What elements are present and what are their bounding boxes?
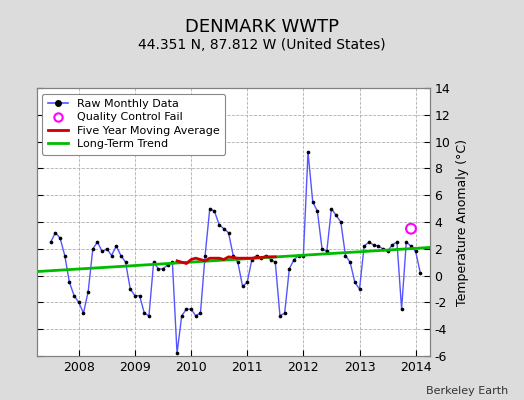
- Point: [140, 310, 148, 316]
- Point: [182, 306, 191, 312]
- Point: [107, 252, 116, 259]
- Point: [290, 256, 298, 263]
- Text: Berkeley Earth: Berkeley Earth: [426, 386, 508, 396]
- Point: [257, 255, 266, 261]
- Point: [210, 208, 219, 214]
- Point: [205, 206, 214, 212]
- Point: [145, 313, 153, 319]
- Point: [79, 310, 88, 316]
- Point: [304, 149, 312, 156]
- Point: [163, 262, 172, 268]
- Point: [393, 239, 401, 245]
- Point: [196, 310, 205, 316]
- Point: [154, 266, 162, 272]
- Point: [243, 279, 252, 286]
- Point: [360, 243, 368, 249]
- Point: [369, 242, 378, 248]
- Point: [384, 248, 392, 255]
- Point: [299, 252, 308, 259]
- Point: [84, 288, 92, 295]
- Text: 44.351 N, 87.812 W (United States): 44.351 N, 87.812 W (United States): [138, 38, 386, 52]
- Point: [187, 306, 195, 312]
- Point: [234, 259, 242, 266]
- Point: [397, 306, 406, 312]
- Point: [126, 286, 135, 292]
- Point: [294, 252, 303, 259]
- Point: [341, 252, 350, 259]
- Point: [332, 212, 340, 218]
- Point: [51, 230, 60, 236]
- Point: [89, 246, 97, 252]
- Point: [309, 199, 317, 205]
- Point: [238, 283, 247, 290]
- Point: [266, 256, 275, 263]
- Point: [336, 219, 345, 225]
- Point: [379, 246, 387, 252]
- Point: [280, 310, 289, 316]
- Point: [149, 259, 158, 266]
- Point: [374, 243, 383, 249]
- Legend: Raw Monthly Data, Quality Control Fail, Five Year Moving Average, Long-Term Tren: Raw Monthly Data, Quality Control Fail, …: [42, 94, 225, 155]
- Point: [271, 259, 279, 266]
- Point: [285, 266, 293, 272]
- Point: [178, 313, 186, 319]
- Point: [276, 313, 284, 319]
- Point: [112, 243, 121, 249]
- Point: [117, 252, 125, 259]
- Point: [159, 266, 167, 272]
- Point: [103, 246, 111, 252]
- Point: [215, 222, 223, 228]
- Point: [192, 313, 200, 319]
- Point: [416, 270, 424, 276]
- Point: [411, 248, 420, 255]
- Point: [98, 248, 106, 255]
- Point: [220, 226, 228, 232]
- Point: [65, 279, 73, 286]
- Point: [122, 259, 130, 266]
- Point: [248, 256, 256, 263]
- Point: [407, 243, 415, 249]
- Point: [351, 279, 359, 286]
- Point: [173, 350, 181, 356]
- Point: [93, 239, 102, 245]
- Point: [253, 252, 261, 259]
- Point: [168, 259, 177, 266]
- Y-axis label: Temperature Anomaly (°C): Temperature Anomaly (°C): [456, 138, 469, 306]
- Point: [261, 252, 270, 259]
- Point: [74, 299, 83, 306]
- Point: [355, 286, 364, 292]
- Point: [388, 242, 397, 248]
- Point: [402, 239, 410, 245]
- Point: [318, 246, 326, 252]
- Point: [135, 292, 144, 299]
- Text: DENMARK WWTP: DENMARK WWTP: [185, 18, 339, 36]
- Point: [313, 208, 322, 214]
- Point: [365, 239, 373, 245]
- Point: [323, 248, 331, 255]
- Point: [224, 230, 233, 236]
- Point: [201, 252, 209, 259]
- Point: [70, 292, 78, 299]
- Point: [61, 252, 69, 259]
- Point: [47, 239, 55, 245]
- Point: [130, 292, 139, 299]
- Point: [407, 226, 415, 232]
- Point: [229, 252, 237, 259]
- Point: [56, 235, 64, 241]
- Point: [327, 206, 335, 212]
- Point: [346, 259, 354, 266]
